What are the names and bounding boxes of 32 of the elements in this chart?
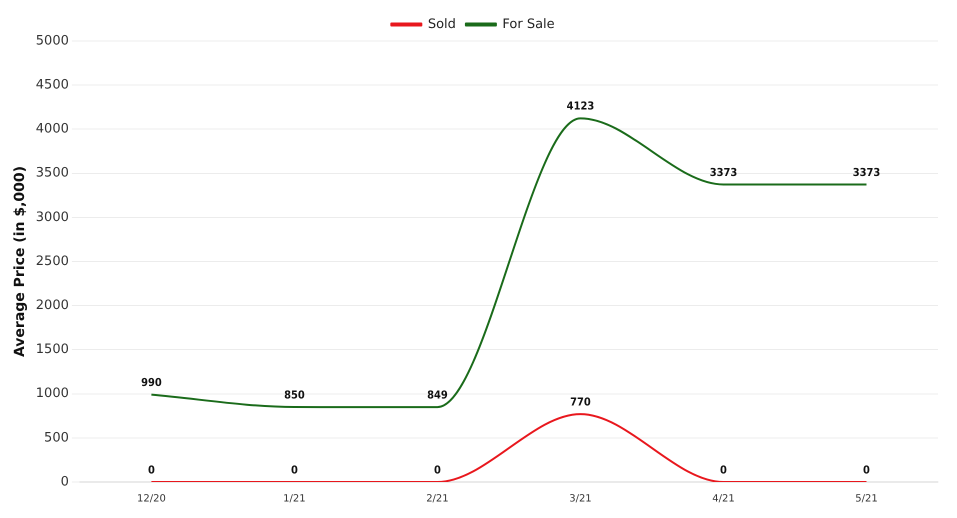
data-label: 990 <box>141 376 162 390</box>
x-tick-label: 2/21 <box>426 494 449 505</box>
data-label: 770 <box>570 395 591 408</box>
y-tick-label: 2500 <box>36 254 69 269</box>
data-label: 0 <box>720 463 728 476</box>
y-axis-title: Average Price (in $,000) <box>12 166 28 358</box>
legend-label: Sold <box>428 16 456 32</box>
y-tick-label: 4500 <box>36 77 69 92</box>
y-tick-label: 1000 <box>36 386 69 402</box>
y-tick-label: 0 <box>60 474 69 490</box>
x-tick-label: 4/21 <box>712 494 735 505</box>
x-tick-label: 5/21 <box>855 494 878 505</box>
legend-label: For Sale <box>502 16 555 32</box>
data-label: 3373 <box>710 166 738 179</box>
y-tick-label: 4000 <box>36 122 69 137</box>
y-tick-label: 3500 <box>36 166 69 181</box>
data-label: 849 <box>427 388 448 402</box>
x-tick-label: 12/20 <box>136 494 166 505</box>
data-label: 3373 <box>852 166 880 179</box>
y-tick-label: 2000 <box>36 298 69 313</box>
x-tick-label: 1/21 <box>283 494 306 505</box>
y-tick-label: 1500 <box>36 342 69 358</box>
y-tick-label: 3000 <box>36 210 69 225</box>
y-tick-label: 500 <box>44 430 69 446</box>
data-label: 0 <box>148 463 155 476</box>
data-label: 850 <box>284 388 305 402</box>
x-tick-label: 3/21 <box>569 494 592 505</box>
data-label: 4123 <box>566 100 594 113</box>
y-tick-label: 5000 <box>36 33 69 48</box>
data-label: 0 <box>434 463 441 476</box>
data-label: 0 <box>290 463 298 476</box>
data-label: 0 <box>863 463 870 476</box>
